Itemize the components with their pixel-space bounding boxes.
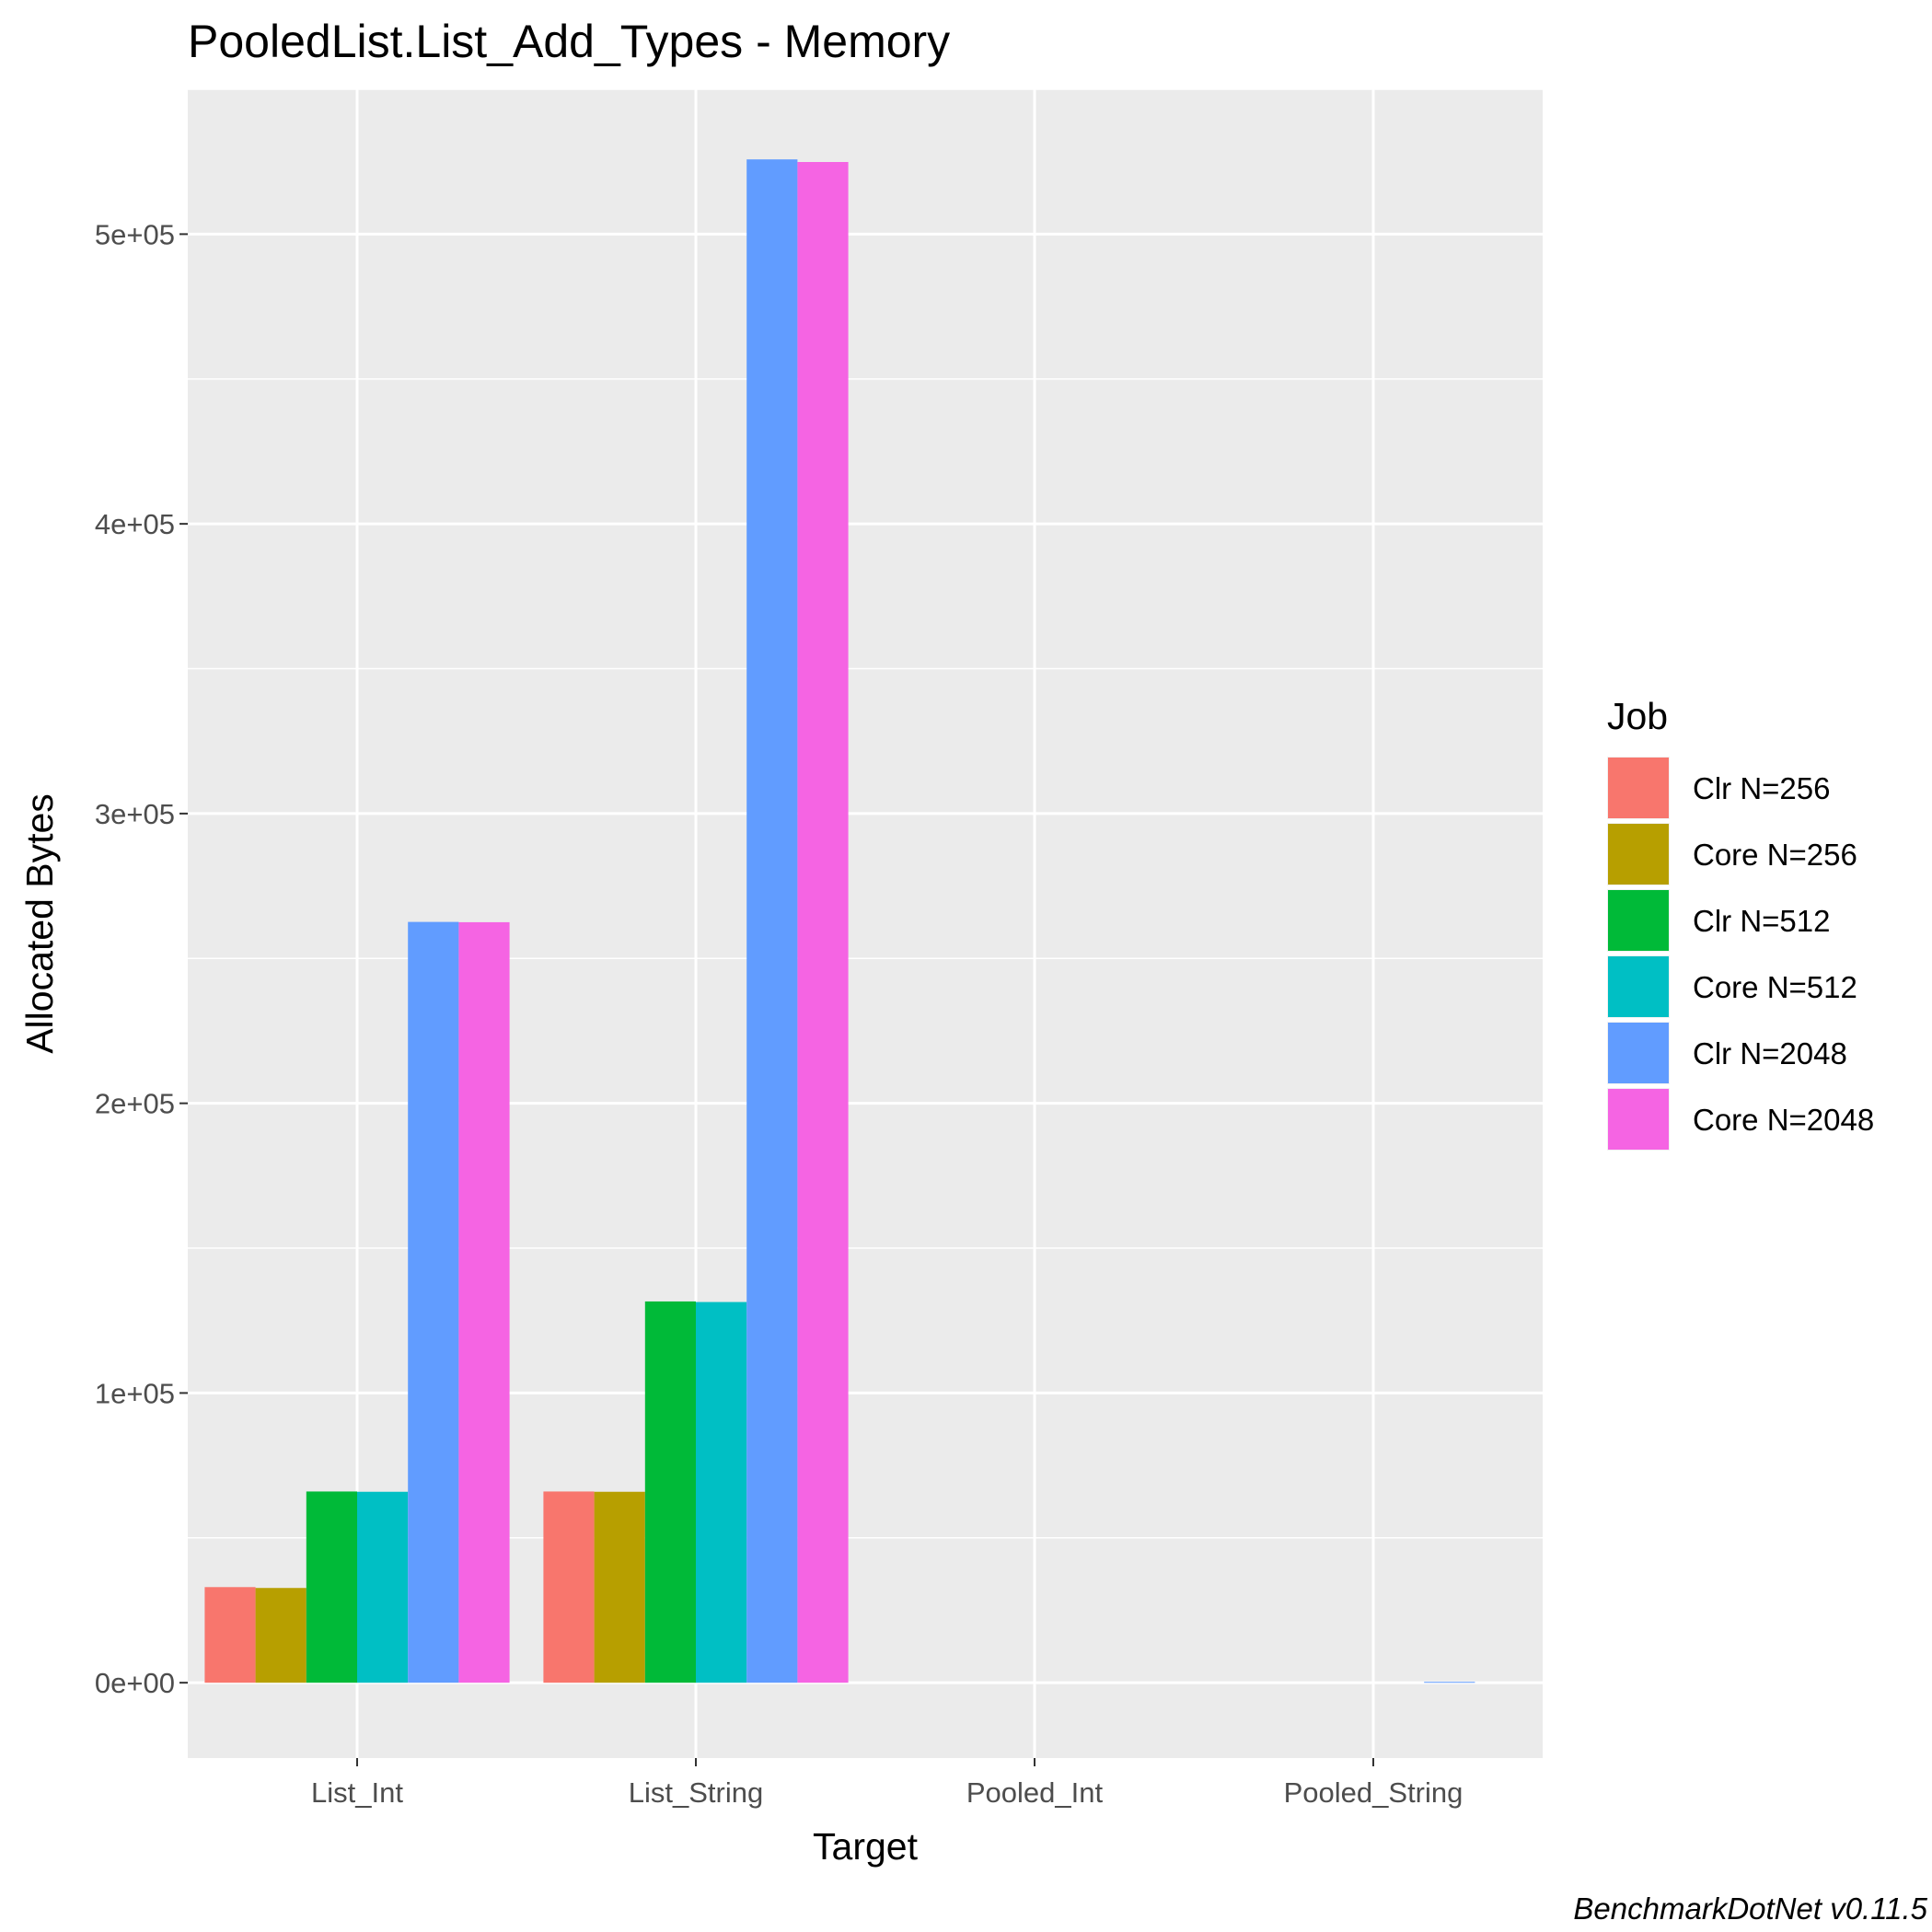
bar: [797, 162, 849, 1683]
legend-key: [1608, 824, 1669, 885]
legend-key: [1608, 758, 1669, 818]
bar: [746, 159, 798, 1683]
bar: [255, 1588, 307, 1683]
bar: [644, 1301, 696, 1683]
x-axis: List_Int List_String Pooled_Int Pooled_Stri…: [311, 1758, 1463, 1809]
legend-label: Clr N=2048: [1693, 1036, 1847, 1070]
legend-key: [1608, 890, 1669, 951]
legend-label: Core N=256: [1693, 838, 1857, 872]
y-tick-label: 3e+05: [95, 798, 175, 830]
legend-key: [1608, 956, 1669, 1017]
legend-label: Core N=512: [1693, 970, 1857, 1004]
bar: [357, 1491, 409, 1683]
bars: [204, 159, 1475, 1683]
bar: [306, 1491, 357, 1683]
bar: [594, 1491, 645, 1683]
x-tick-label: List_Int: [311, 1776, 403, 1809]
bar: [543, 1491, 595, 1683]
y-tick-label: 2e+05: [95, 1088, 175, 1120]
x-tick-label: List_String: [629, 1776, 763, 1809]
x-axis-title: Target: [813, 1825, 919, 1868]
x-tick-label: Pooled_String: [1284, 1776, 1463, 1809]
legend-label: Clr N=256: [1693, 771, 1830, 805]
bar: [1424, 1682, 1475, 1683]
legend-title: Job: [1607, 695, 1668, 737]
y-tick-label: 5e+05: [95, 218, 175, 250]
y-axis-title: Allocated Bytes: [18, 793, 61, 1054]
bar: [696, 1301, 747, 1683]
x-tick-label: Pooled_Int: [966, 1776, 1104, 1809]
bar: [408, 921, 459, 1683]
grid-major: [188, 89, 1543, 1758]
legend-key: [1608, 1089, 1669, 1150]
legend-label: Clr N=512: [1693, 904, 1830, 938]
caption: BenchmarkDotNet v0.11.5: [1573, 1892, 1927, 1926]
y-tick-label: 4e+05: [95, 508, 175, 540]
legend-key: [1608, 1023, 1669, 1083]
bar: [458, 921, 510, 1683]
legend: Job Clr N=256 Core N=256 Clr N=512 Core N=5…: [1607, 695, 1874, 1151]
y-tick-label: 1e+05: [95, 1377, 175, 1409]
legend-label: Core N=2048: [1693, 1103, 1874, 1137]
y-tick-label: 0e+00: [95, 1667, 175, 1699]
bar: [204, 1587, 256, 1683]
chart-title: PooledList.List_Add_Types - Memory: [188, 16, 950, 67]
y-axis: 0e+00 1e+05 2e+05 3e+05 4e+05 5e+05: [95, 218, 188, 1699]
